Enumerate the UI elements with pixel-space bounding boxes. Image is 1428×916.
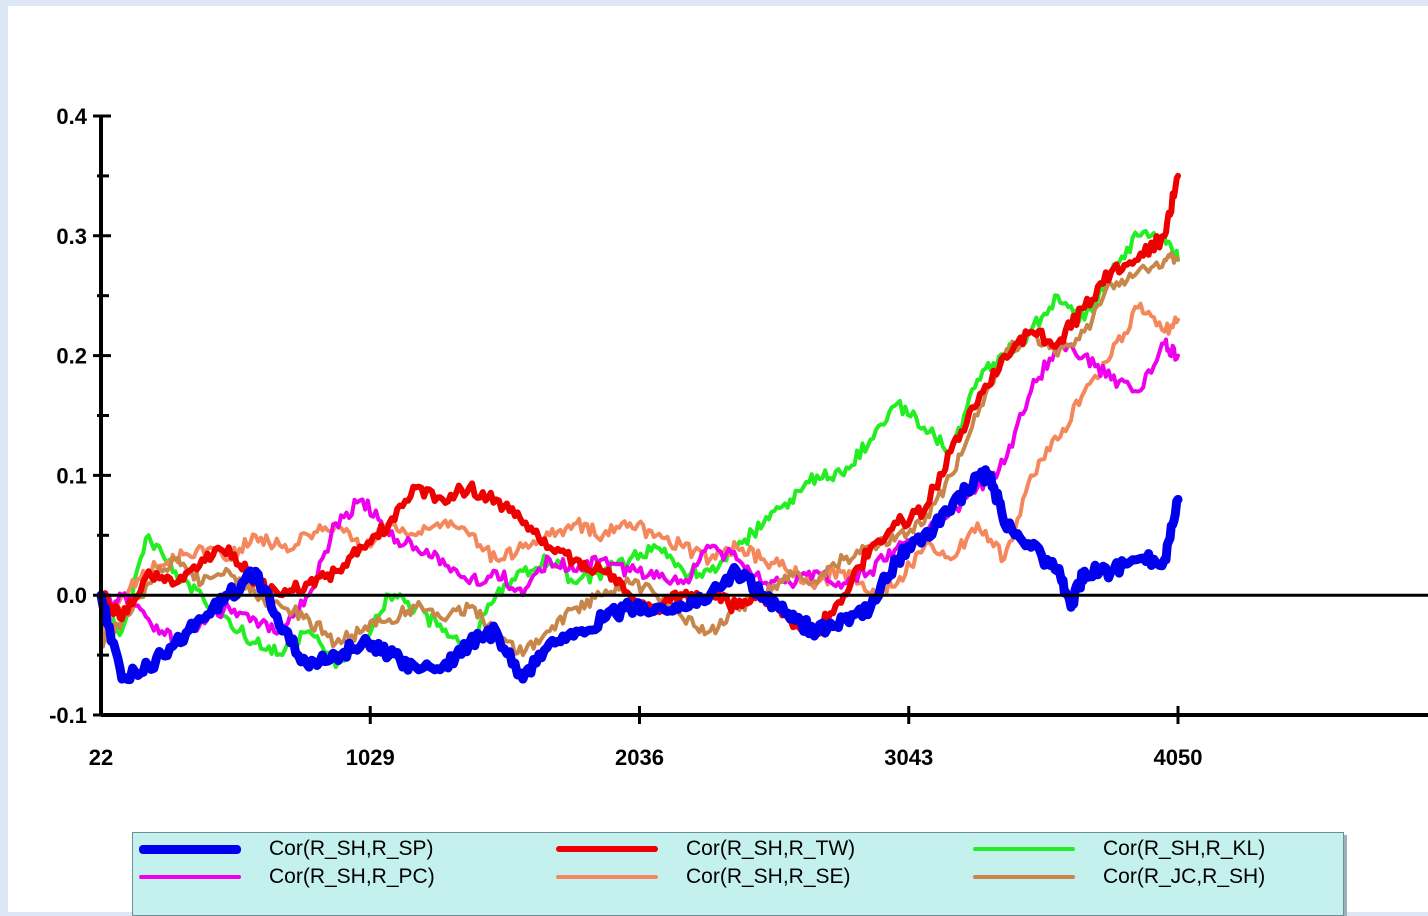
legend-item: Cor(R_SH,R_KL) xyxy=(973,835,1265,863)
series-line xyxy=(96,465,1183,685)
y-tick-label: 0.2 xyxy=(56,344,87,369)
legend-swatch xyxy=(139,844,241,854)
series-line xyxy=(99,301,1180,635)
x-tick-label: 2036 xyxy=(615,745,664,770)
legend-swatch xyxy=(973,875,1075,879)
legend-swatch xyxy=(556,846,658,852)
legend-item: Cor(R_SH,R_PC) xyxy=(139,863,435,891)
legend-swatch xyxy=(139,875,241,879)
legend-label: Cor(R_SH,R_SE) xyxy=(686,865,851,888)
x-tick-label: 1029 xyxy=(346,745,395,770)
chart-frame: -0.1 0.0 0.1 0.2 0.3 0.4 22 1029 2036 3043 4050 Co… xyxy=(8,6,1428,916)
legend-item: Cor(R_SH,R_SE) xyxy=(556,863,851,891)
chart-legend: Cor(R_SH,R_SP) Cor(R_SH,R_TW) Cor(R_SH,R_K… xyxy=(132,832,1344,916)
legend-label: Cor(R_SH,R_KL) xyxy=(1103,837,1266,860)
legend-swatch xyxy=(973,847,1075,851)
line-chart: -0.1 0.0 0.1 0.2 0.3 0.4 22 1029 2036 3043 4050 xyxy=(49,104,1428,770)
legend-item: Cor(R_JC,R_SH) xyxy=(973,863,1265,891)
x-tick-label: 22 xyxy=(89,745,113,770)
x-tick-label: 3043 xyxy=(884,745,933,770)
y-tick-label: 0.3 xyxy=(56,224,87,249)
y-tick-label: 0.4 xyxy=(56,104,87,129)
legend-label: Cor(R_JC,R_SH) xyxy=(1103,865,1266,888)
legend-label: Cor(R_SH,R_PC) xyxy=(269,865,435,888)
legend-label: Cor(R_SH,R_SP) xyxy=(269,837,434,860)
series-line xyxy=(98,172,1181,637)
y-tick-label: 0.1 xyxy=(56,463,87,488)
legend-label: Cor(R_SH,R_TW) xyxy=(686,837,856,860)
legend-swatch xyxy=(556,875,658,879)
legend-item: Cor(R_SH,R_SP) xyxy=(139,835,434,863)
y-tick-label: -0.1 xyxy=(49,703,87,728)
x-tick-label: 4050 xyxy=(1154,745,1203,770)
series-line xyxy=(99,228,1180,670)
legend-item: Cor(R_SH,R_TW) xyxy=(556,835,855,863)
y-tick-label: 0.0 xyxy=(56,583,87,608)
